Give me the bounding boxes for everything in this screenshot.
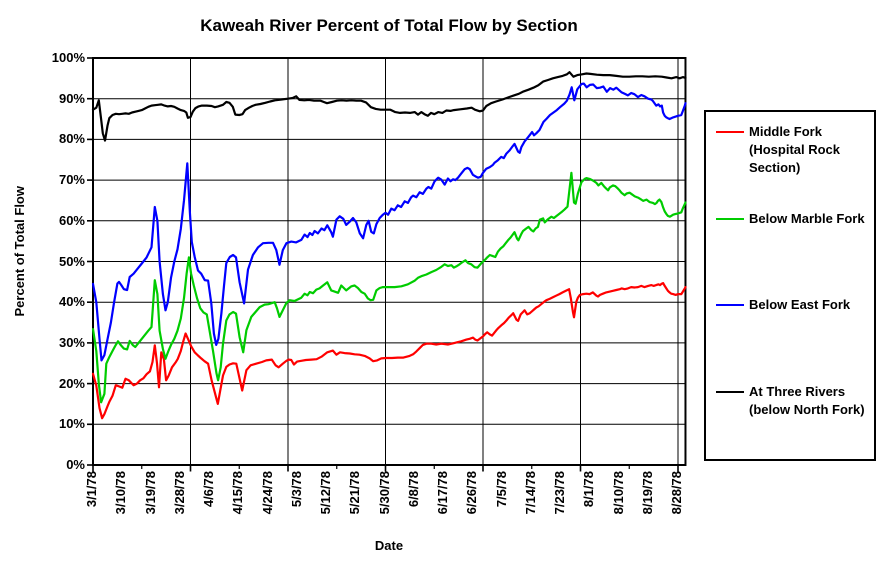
x-tick-label: 8/28/78 — [669, 471, 684, 515]
legend-line-swatch-black — [716, 391, 744, 393]
legend-item-label: Middle Fork (Hospital Rock Section) — [749, 124, 841, 175]
y-tick-label: 30% — [58, 334, 85, 350]
x-tick-label: 5/3/78 — [288, 471, 304, 508]
legend-line-swatch-green — [716, 218, 744, 220]
legend-item-below-marble-fork: Below Marble Fork — [716, 210, 870, 228]
legend-item-below-east-fork: Below East Fork — [716, 296, 870, 314]
x-tick-label: 6/8/78 — [405, 471, 421, 508]
y-tick-label: 20% — [58, 375, 85, 391]
y-tick-label: 60% — [58, 212, 85, 228]
x-tick-label: 7/5/78 — [493, 471, 509, 508]
x-tick-label: 5/21/78 — [347, 471, 363, 515]
legend-item-label: At Three Rivers (below North Fork) — [749, 384, 865, 417]
legend-item-at-three-rivers: At Three Rivers (below North Fork) — [716, 383, 870, 419]
y-tick-label: 50% — [58, 253, 85, 269]
legend-line-swatch-red — [716, 131, 744, 133]
y-tick-label: 10% — [58, 416, 85, 432]
x-tick-label: 4/6/78 — [201, 471, 216, 508]
x-tick-label: 3/10/78 — [113, 471, 129, 515]
chart-title: Kaweah River Percent of Total Flow by Se… — [200, 16, 578, 35]
x-axis-title: Date — [374, 538, 404, 553]
legend-item-middle-fork: Middle Fork (Hospital Rock Section) — [716, 123, 870, 177]
x-tick-label: 3/1/78 — [84, 471, 99, 508]
x-tick-label: 4/15/78 — [230, 471, 246, 515]
legend: Middle Fork (Hospital Rock Section) Belo… — [704, 110, 876, 461]
x-tick-label: 3/28/78 — [171, 471, 187, 515]
series-line-below-marble-fork — [91, 171, 687, 404]
y-tick-label: 90% — [58, 90, 85, 106]
legend-line-swatch-blue — [716, 304, 744, 306]
y-tick-label: 70% — [58, 172, 85, 188]
x-tick-label: 6/17/78 — [435, 471, 450, 515]
x-tick-label: 8/1/78 — [581, 471, 597, 508]
y-tick-label: 100% — [51, 50, 85, 65]
series-line-at-three-rivers-below-north-fork — [91, 71, 687, 142]
x-tick-label: 4/24/78 — [259, 471, 275, 515]
x-tick-label: 3/19/78 — [142, 471, 158, 515]
y-tick-label: 80% — [58, 131, 85, 147]
legend-item-label: Below Marble Fork — [749, 211, 865, 226]
series-line-middle-fork-hospital-rock-section — [91, 282, 687, 420]
x-tick-label: 7/23/78 — [552, 471, 567, 515]
x-tick-label: 5/30/78 — [376, 471, 392, 515]
series-line-below-east-fork — [91, 82, 687, 362]
y-tick-label: 40% — [58, 294, 85, 310]
x-tick-label: 8/19/78 — [639, 471, 655, 515]
legend-item-label: Below East Fork — [749, 297, 851, 312]
x-tick-label: 6/26/78 — [464, 471, 480, 515]
x-tick-label: 7/14/78 — [522, 471, 538, 515]
x-tick-label: 8/10/78 — [610, 471, 626, 515]
y-tick-label: 0% — [66, 457, 85, 472]
x-tick-label: 5/12/78 — [318, 471, 333, 515]
